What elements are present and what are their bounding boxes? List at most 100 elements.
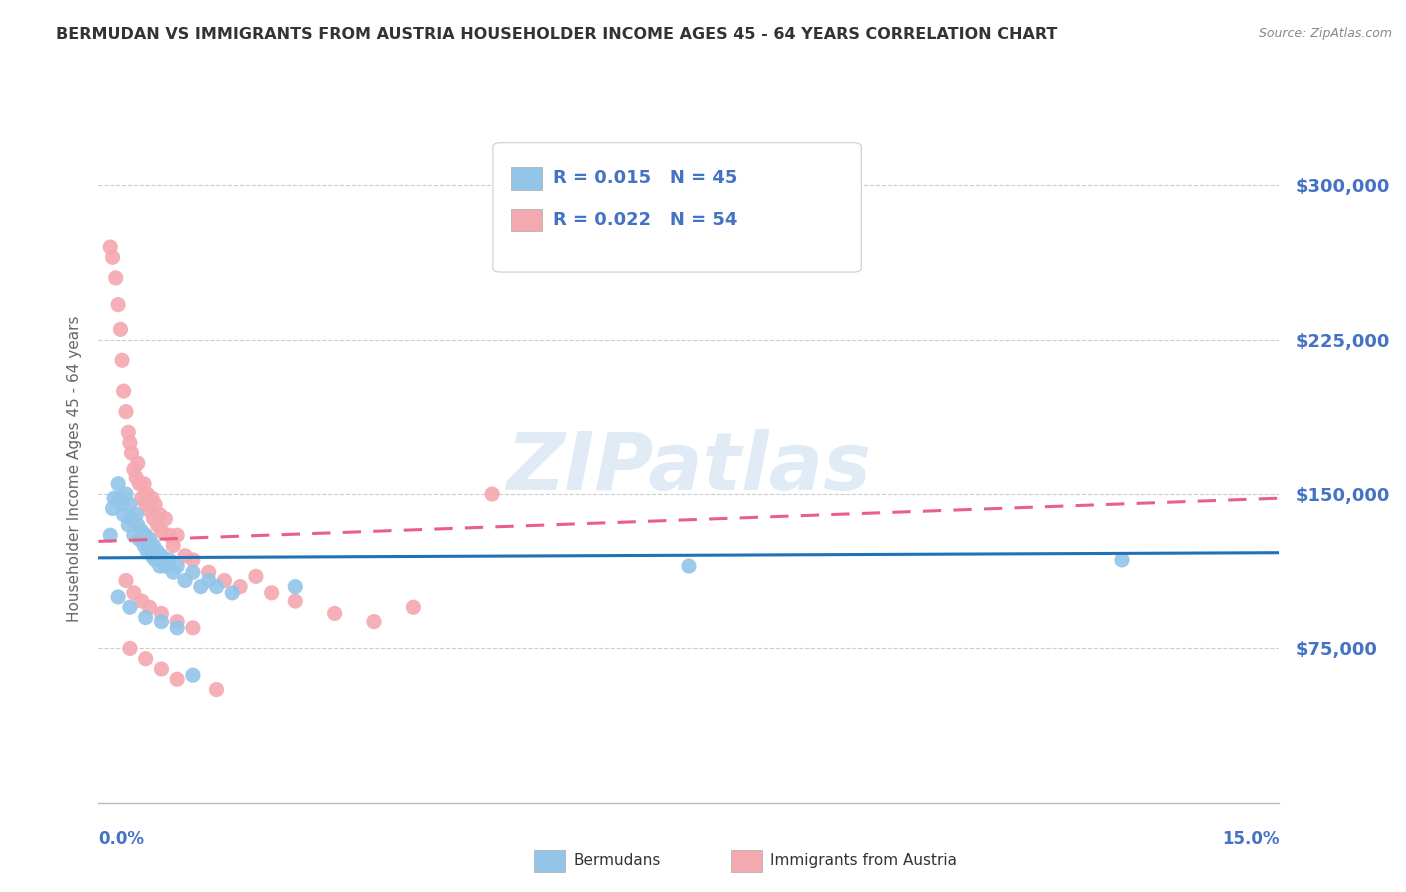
Point [117, 425, 139, 440]
Point [122, 528, 145, 542]
Text: BERMUDAN VS IMMIGRANTS FROM AUSTRIA HOUSEHOLDER INCOME AGES 45 - 64 YEARS CORREL: BERMUDAN VS IMMIGRANTS FROM AUSTRIA HOUS… [56, 27, 1057, 42]
Point [128, 533, 150, 547]
Point [131, 491, 153, 505]
Point [107, 476, 129, 491]
Point [136, 487, 159, 501]
Point [150, 607, 173, 621]
Point [104, 271, 127, 285]
Point [107, 590, 129, 604]
Point [122, 462, 145, 476]
Text: Immigrants from Austria: Immigrants from Austria [770, 854, 957, 868]
Point [190, 580, 212, 594]
Point [141, 491, 163, 505]
Point [174, 574, 197, 588]
Point [136, 544, 159, 558]
Point [103, 491, 125, 505]
Text: 0.0%: 0.0% [98, 830, 145, 847]
Text: R = 0.015   N = 45: R = 0.015 N = 45 [554, 169, 738, 187]
Point [181, 621, 204, 635]
Point [121, 446, 143, 460]
Point [121, 512, 143, 526]
Point [110, 491, 132, 505]
Point [101, 250, 124, 264]
Point [181, 566, 204, 580]
Point [166, 673, 188, 687]
Point [142, 512, 165, 526]
Point [205, 580, 228, 594]
Point [166, 559, 188, 574]
Point [155, 512, 177, 526]
Point [115, 405, 138, 419]
Point [150, 662, 173, 676]
Point [402, 600, 425, 615]
Point [181, 668, 204, 682]
Point [162, 539, 184, 553]
Point [149, 508, 172, 522]
Point [142, 539, 165, 553]
Text: ZIPatlas: ZIPatlas [506, 429, 872, 508]
Point [260, 586, 283, 600]
Point [135, 497, 157, 511]
Point [205, 682, 228, 697]
Point [197, 574, 219, 588]
Point [1111, 553, 1133, 567]
Point [107, 298, 129, 312]
Point [118, 641, 141, 656]
Point [141, 549, 163, 563]
Point [115, 487, 138, 501]
Point [135, 651, 157, 665]
Point [284, 594, 307, 608]
Point [221, 586, 243, 600]
Point [214, 574, 236, 588]
Point [157, 553, 180, 567]
Point [125, 508, 148, 522]
Point [118, 435, 141, 450]
Text: R = 0.022   N = 54: R = 0.022 N = 54 [554, 211, 738, 229]
Point [146, 517, 169, 532]
Y-axis label: Householder Income Ages 45 - 64 years: Householder Income Ages 45 - 64 years [66, 315, 82, 622]
Point [197, 566, 219, 580]
Point [98, 240, 121, 254]
Text: Source: ZipAtlas.com: Source: ZipAtlas.com [1258, 27, 1392, 40]
Point [128, 476, 150, 491]
Point [101, 501, 124, 516]
Point [110, 322, 132, 336]
Point [132, 539, 155, 553]
Point [166, 528, 188, 542]
Point [127, 517, 149, 532]
Point [181, 553, 204, 567]
Point [229, 580, 252, 594]
Point [131, 524, 153, 538]
Point [150, 615, 173, 629]
Point [245, 569, 267, 583]
Text: Bermudans: Bermudans [574, 854, 661, 868]
Point [146, 544, 169, 558]
Point [323, 607, 346, 621]
Point [112, 508, 135, 522]
Point [115, 574, 138, 588]
Point [157, 528, 180, 542]
Point [138, 533, 160, 547]
Point [481, 487, 503, 501]
Point [143, 553, 166, 567]
Point [132, 476, 155, 491]
Point [135, 528, 157, 542]
Point [162, 566, 184, 580]
Point [150, 549, 173, 563]
Point [155, 559, 177, 574]
Point [111, 497, 134, 511]
Point [131, 594, 153, 608]
Point [98, 528, 121, 542]
Point [118, 497, 141, 511]
Point [118, 600, 141, 615]
Point [111, 353, 134, 368]
Text: 15.0%: 15.0% [1222, 830, 1279, 847]
Point [135, 610, 157, 624]
Point [138, 503, 160, 517]
Point [363, 615, 385, 629]
Point [678, 559, 700, 574]
Point [166, 621, 188, 635]
Point [150, 524, 173, 538]
Point [122, 586, 145, 600]
Point [117, 517, 139, 532]
